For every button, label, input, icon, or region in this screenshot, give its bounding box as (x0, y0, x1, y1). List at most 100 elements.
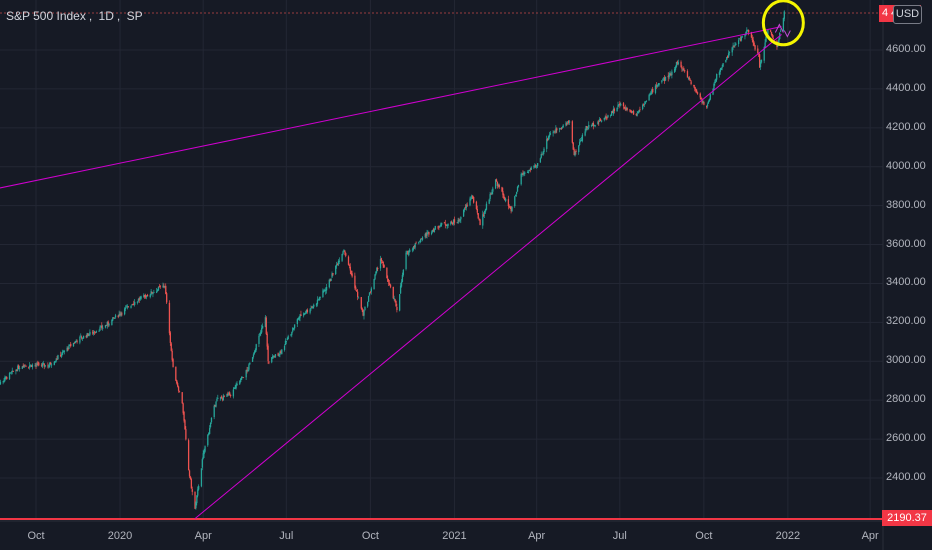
candle-body (158, 286, 161, 288)
candle-body (215, 401, 217, 407)
currency-button[interactable]: USD (893, 5, 922, 24)
candle-body (447, 223, 449, 226)
candle-body (239, 381, 241, 385)
candle-body (611, 110, 614, 114)
candle-body (522, 172, 524, 175)
candle-body (553, 131, 555, 133)
candle-body (588, 124, 590, 128)
candle-body (291, 332, 293, 335)
candle-body (107, 321, 109, 325)
candle-body (134, 301, 136, 305)
candle-body (130, 305, 132, 308)
candle-body (388, 283, 391, 286)
candle-body (175, 366, 177, 381)
candle-body (617, 105, 619, 108)
candle-body (727, 53, 730, 58)
candle-body (260, 331, 262, 334)
candle-body (675, 61, 678, 67)
candle-body (133, 303, 135, 305)
candle-body (283, 345, 286, 350)
candle-body (406, 251, 408, 253)
candle-body (170, 343, 172, 351)
candle-body (760, 59, 763, 63)
candle-body (98, 330, 100, 332)
low-price-tag: 2190.37 (882, 510, 932, 526)
candle-body (185, 429, 187, 440)
candle-body (101, 325, 103, 329)
candle-body (81, 337, 83, 339)
candle-body (731, 47, 733, 53)
candle-body (561, 127, 563, 129)
symbol-title[interactable]: S&P 500 Index, 1D, SP (6, 9, 143, 23)
candle-body (113, 317, 116, 319)
candle-body (183, 411, 185, 421)
candle-body (73, 342, 76, 344)
x-tick-label: Jul (279, 530, 294, 542)
x-tick-label: 2021 (442, 530, 467, 542)
candle-body (508, 206, 510, 208)
candle-body (387, 278, 389, 282)
candle-body (472, 195, 474, 198)
candle-body (414, 243, 416, 248)
candle-body (272, 356, 274, 359)
candle-body (395, 300, 397, 307)
candle-body (458, 219, 460, 221)
candle-body (613, 108, 616, 111)
candle-body (769, 30, 772, 32)
candle-body (18, 365, 20, 370)
candle-body (56, 358, 58, 360)
candle-body (245, 370, 247, 378)
candle-body (425, 233, 427, 237)
candle-body (12, 371, 14, 372)
candle-body (400, 281, 403, 287)
candle-body (438, 226, 440, 228)
candle-body (546, 139, 548, 149)
candle-body (725, 59, 727, 63)
candle-body (674, 66, 677, 70)
candle-body (431, 230, 434, 233)
candle-body (424, 234, 426, 238)
candle-body (312, 306, 314, 309)
candle-body (229, 392, 231, 395)
candle-body (598, 121, 600, 123)
candle-body (610, 111, 613, 116)
candle-body (235, 384, 237, 389)
candle-body (624, 107, 626, 110)
candle-body (638, 109, 640, 113)
candle-body (208, 433, 210, 436)
candle-body (401, 274, 404, 282)
candle-body (41, 363, 44, 367)
candle-body (767, 30, 769, 35)
candle-body (222, 395, 224, 401)
candle-body (716, 74, 718, 80)
candle-body (108, 324, 110, 326)
candle-body (706, 104, 709, 107)
candle-body (31, 364, 34, 368)
candle-body (82, 335, 85, 339)
candle-body (2, 381, 4, 383)
candle-body (664, 76, 667, 81)
candle-body (495, 179, 498, 182)
candle-body (191, 489, 193, 492)
candle-body (771, 34, 774, 38)
candle-body (273, 356, 276, 358)
candle-body (706, 105, 708, 108)
candle-body (367, 301, 369, 307)
candle-body (197, 489, 199, 496)
candle-body (579, 141, 581, 146)
candle-body (111, 319, 113, 326)
candle-body (92, 332, 94, 334)
candle-body (62, 351, 65, 353)
candle-body (338, 260, 341, 262)
candle-body (494, 179, 497, 189)
candle-body (355, 287, 357, 290)
candle-body (220, 396, 223, 398)
candle-body (136, 301, 139, 303)
candle-body (428, 232, 430, 235)
x-tick-label: Apr (194, 530, 212, 542)
candle-body (540, 153, 542, 158)
candle-body (50, 364, 53, 366)
candle-body (696, 92, 699, 94)
